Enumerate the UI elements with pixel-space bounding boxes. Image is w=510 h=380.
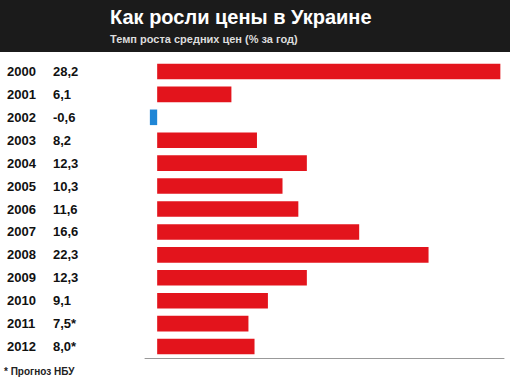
svg-text:2005: 2005 [7, 179, 36, 194]
svg-text:2006: 2006 [7, 202, 36, 217]
svg-text:Темп роста средних цен (% за г: Темп роста средних цен (% за год) [110, 33, 298, 45]
svg-text:8,2: 8,2 [53, 133, 71, 148]
svg-text:2012: 2012 [7, 339, 36, 354]
svg-text:2002: 2002 [7, 110, 36, 125]
svg-text:7,5*: 7,5* [53, 316, 77, 331]
svg-text:2004: 2004 [7, 156, 37, 171]
svg-text:16,6: 16,6 [53, 224, 78, 239]
svg-text:8,0*: 8,0* [53, 339, 77, 354]
svg-text:Как росли цены в Украине: Как росли цены в Украине [110, 6, 372, 28]
svg-text:2011: 2011 [7, 316, 35, 331]
svg-text:2008: 2008 [7, 247, 36, 262]
svg-text:12,3: 12,3 [53, 270, 78, 285]
svg-text:2007: 2007 [7, 224, 36, 239]
svg-text:2003: 2003 [7, 133, 36, 148]
svg-text:11,6: 11,6 [53, 202, 78, 217]
svg-text:2010: 2010 [7, 293, 36, 308]
svg-text:6,1: 6,1 [53, 87, 71, 102]
svg-text:* Прогноз НБУ: * Прогноз НБУ [4, 366, 75, 377]
svg-text:10,3: 10,3 [53, 179, 78, 194]
svg-text:-0,6: -0,6 [53, 110, 75, 125]
svg-text:2001: 2001 [7, 87, 36, 102]
svg-text:2000: 2000 [7, 64, 36, 79]
svg-text:28,2: 28,2 [53, 64, 78, 79]
svg-text:22,3: 22,3 [53, 247, 78, 262]
svg-text:2009: 2009 [7, 270, 36, 285]
svg-text:9,1: 9,1 [53, 293, 71, 308]
svg-text:12,3: 12,3 [53, 156, 78, 171]
